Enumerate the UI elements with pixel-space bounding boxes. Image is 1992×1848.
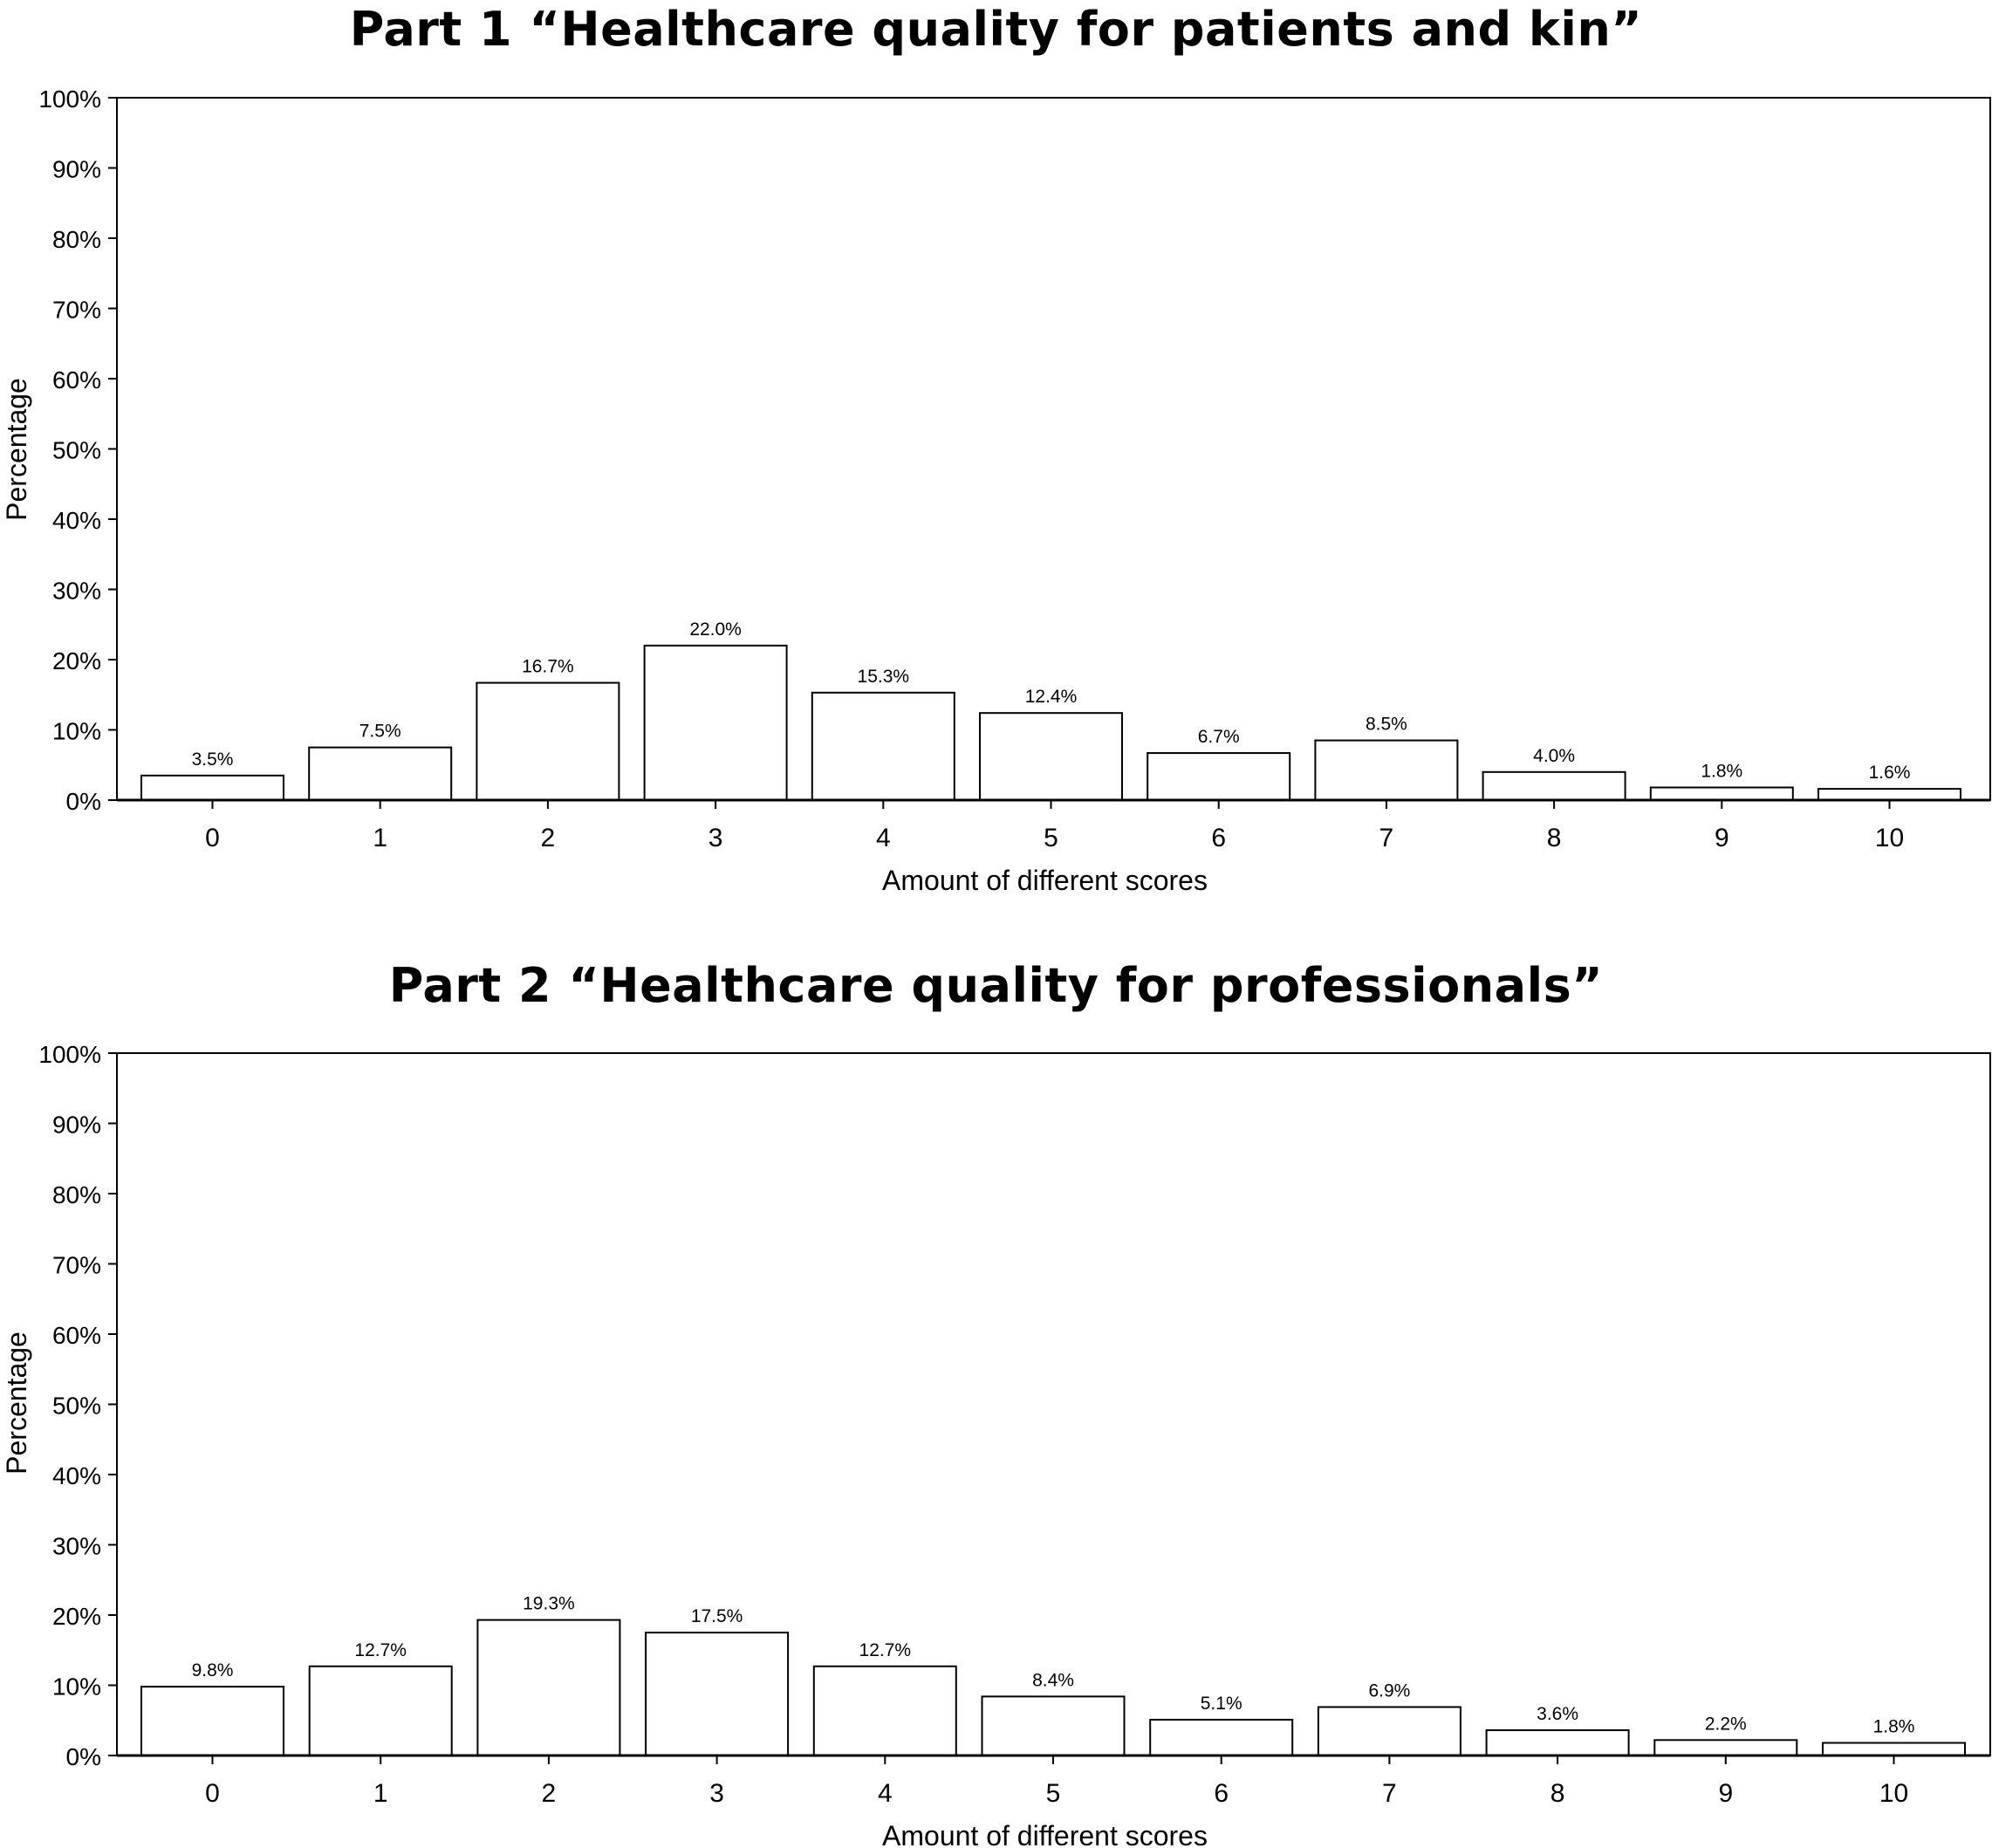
chart-1-bar [979, 712, 1123, 801]
chart-1-y-tick-label: 70% [52, 297, 101, 324]
chart-1-bar [1314, 739, 1459, 802]
chart-2-data-label: 12.7% [354, 1640, 407, 1660]
chart-2-data-label: 3.6% [1537, 1704, 1578, 1724]
chart-2-x-tick-label: 0 [205, 1779, 220, 1808]
chart-1-bar [1482, 770, 1626, 801]
chart-1-x-tick-label: 8 [1547, 824, 1562, 852]
chart-2-y-tick-label: 10% [52, 1673, 101, 1701]
chart-2-x-tick-label: 10 [1879, 1779, 1908, 1808]
chart-2-data-label: 1.8% [1873, 1717, 1915, 1737]
chart-2-data-label: 6.9% [1368, 1680, 1410, 1701]
chart-1-bar [643, 644, 788, 802]
chart-2-x-axis-label: Amount of different scores [882, 1820, 1208, 1848]
chart-1-data-label: 22.0% [689, 619, 742, 640]
chart-1-x-tick-label: 7 [1379, 824, 1394, 852]
chart-2-x-tick-label: 8 [1550, 1779, 1565, 1808]
chart-2-data-label: 2.2% [1705, 1714, 1747, 1734]
chart-2-bar [140, 1686, 284, 1756]
chart-2-bar [1317, 1706, 1461, 1756]
chart-1-x-tick-label: 2 [541, 824, 556, 852]
chart-1: 0% 10% 20% 30% 40% 50% 60% 70% 80% 90% 100% Percent… [1, 86, 1991, 896]
chart-2-bar [812, 1665, 957, 1757]
chart-1-x-tick-label: 3 [708, 824, 723, 852]
chart-1-bar [1147, 752, 1291, 802]
chart-1-x-tick-label: 5 [1044, 824, 1058, 852]
chart-2-data-label: 8.4% [1032, 1670, 1074, 1690]
chart-2-x-tick-label: 2 [542, 1779, 557, 1808]
chart-2-data-label: 12.7% [859, 1640, 912, 1660]
chart-1-data-label: 4.0% [1533, 746, 1575, 766]
chart-1-y-tick-label: 30% [52, 578, 101, 605]
chart-1-data-label: 1.8% [1701, 762, 1742, 782]
chart-2-bar [476, 1619, 621, 1757]
chart-2-y-tick-label: 70% [52, 1252, 101, 1279]
chart-2-y-tick-label: 60% [52, 1322, 101, 1349]
chart-2-bar [1485, 1729, 1630, 1757]
chart-2-y-tick-label: 100% [38, 1041, 101, 1068]
chart-1-data-label: 7.5% [359, 722, 401, 742]
chart-1-y-tick-label: 10% [52, 718, 101, 745]
chart-1-x-tick-label: 10 [1875, 824, 1904, 852]
chart-1-title: Part 1 “Healthcare quality for patients … [349, 2, 1643, 57]
chart-1-x-tick-label: 4 [876, 824, 891, 852]
chart-2-x-tick-label: 9 [1718, 1779, 1733, 1808]
chart-2-x-tick-label: 5 [1046, 1779, 1061, 1808]
chart-1-y-axis-label: Percentage [1, 378, 32, 521]
chart-1-y-tick-label: 50% [52, 437, 101, 464]
chart-1-y-tick-label: 100% [38, 86, 101, 113]
chart-1-x-tick-label: 6 [1211, 824, 1226, 852]
chart-2-y-tick-label: 40% [52, 1462, 101, 1489]
chart-2-data-label: 5.1% [1201, 1694, 1242, 1714]
chart-1-x-tick-label: 1 [373, 824, 387, 852]
chart-1-y-tick-label: 90% [52, 156, 101, 183]
chart-2-y-tick-label: 0% [66, 1743, 101, 1770]
chart-1-data-label: 15.3% [858, 667, 910, 687]
chart-2-bar [308, 1665, 453, 1757]
chart-2-x-tick-label: 4 [878, 1779, 893, 1808]
chart-2-x-tick-label: 6 [1214, 1779, 1229, 1808]
chart-1-y-tick-label: 60% [52, 366, 101, 394]
chart-2-x-tick-label: 7 [1382, 1779, 1397, 1808]
chart-2-data-label: 9.8% [192, 1660, 234, 1680]
chart-2-bar [1822, 1742, 1966, 1757]
chart-2-y-tick-label: 50% [52, 1393, 101, 1420]
chart-2-x-tick-label: 3 [709, 1779, 724, 1808]
chart-2-title: Part 2 “Healthcare quality for professio… [388, 958, 1604, 1013]
chart-1-y-tick-label: 80% [52, 226, 101, 253]
chart-2-bar [645, 1632, 790, 1756]
chart-1-data-label: 16.7% [522, 657, 574, 677]
chart-2-y-tick-label: 80% [52, 1181, 101, 1208]
chart-2-y-axis-label: Percentage [1, 1331, 32, 1475]
chart-1-y-tick-label: 0% [66, 788, 101, 815]
chart-2-y-tick-label: 30% [52, 1533, 101, 1560]
chart-1-y-tick-label: 20% [52, 647, 101, 674]
chart-1-y-tick-label: 40% [52, 507, 101, 534]
chart-2-bar [1653, 1739, 1798, 1757]
chart-2-bar [1149, 1718, 1294, 1756]
chart-1-x-axis-label: Amount of different scores [882, 865, 1208, 896]
chart-2-y-tick-label: 90% [52, 1112, 101, 1139]
chart-2-y-tick-label: 20% [52, 1603, 101, 1630]
chart-2-bar [981, 1695, 1126, 1757]
chart-2-data-label: 19.3% [523, 1594, 575, 1614]
chart-1-bar [811, 691, 955, 802]
chart-1-bar [476, 681, 620, 801]
chart-2-x-tick-label: 1 [373, 1779, 388, 1808]
chart-1-data-label: 6.7% [1198, 727, 1240, 747]
chart-2-data-label: 17.5% [691, 1606, 743, 1626]
chart-1-x-tick-label: 0 [205, 824, 220, 852]
chart-1-data-label: 3.5% [192, 749, 234, 770]
chart-1-x-tick-label: 9 [1715, 824, 1729, 852]
chart-1-data-label: 1.6% [1869, 763, 1911, 783]
chart-1-data-label: 12.4% [1025, 687, 1078, 707]
chart-1-data-label: 8.5% [1366, 715, 1407, 735]
